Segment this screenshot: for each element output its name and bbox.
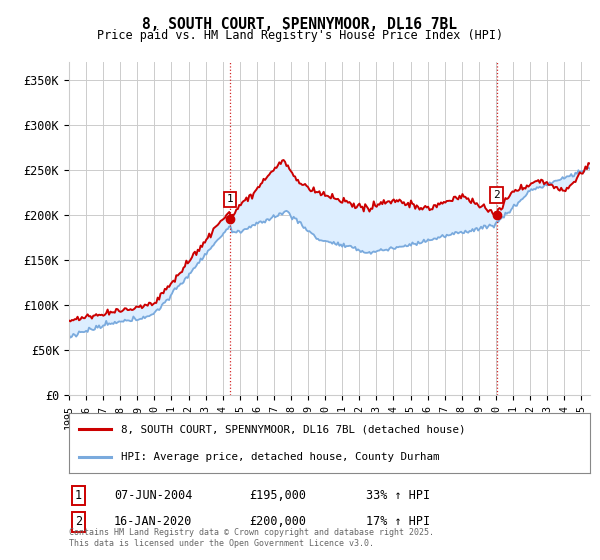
- Text: 8, SOUTH COURT, SPENNYMOOR, DL16 7BL: 8, SOUTH COURT, SPENNYMOOR, DL16 7BL: [143, 17, 458, 32]
- Text: £200,000: £200,000: [249, 515, 306, 529]
- Text: HPI: Average price, detached house, County Durham: HPI: Average price, detached house, Coun…: [121, 452, 440, 462]
- Text: 2: 2: [75, 515, 82, 529]
- Text: £195,000: £195,000: [249, 489, 306, 502]
- Text: 1: 1: [75, 489, 82, 502]
- Text: 16-JAN-2020: 16-JAN-2020: [114, 515, 193, 529]
- Text: 33% ↑ HPI: 33% ↑ HPI: [366, 489, 430, 502]
- Text: Price paid vs. HM Land Registry's House Price Index (HPI): Price paid vs. HM Land Registry's House …: [97, 29, 503, 42]
- Text: 07-JUN-2004: 07-JUN-2004: [114, 489, 193, 502]
- Text: 17% ↑ HPI: 17% ↑ HPI: [366, 515, 430, 529]
- Text: 2: 2: [493, 190, 500, 200]
- Text: 1: 1: [227, 194, 233, 204]
- Text: Contains HM Land Registry data © Crown copyright and database right 2025.
This d: Contains HM Land Registry data © Crown c…: [69, 528, 434, 548]
- Text: 8, SOUTH COURT, SPENNYMOOR, DL16 7BL (detached house): 8, SOUTH COURT, SPENNYMOOR, DL16 7BL (de…: [121, 424, 466, 434]
